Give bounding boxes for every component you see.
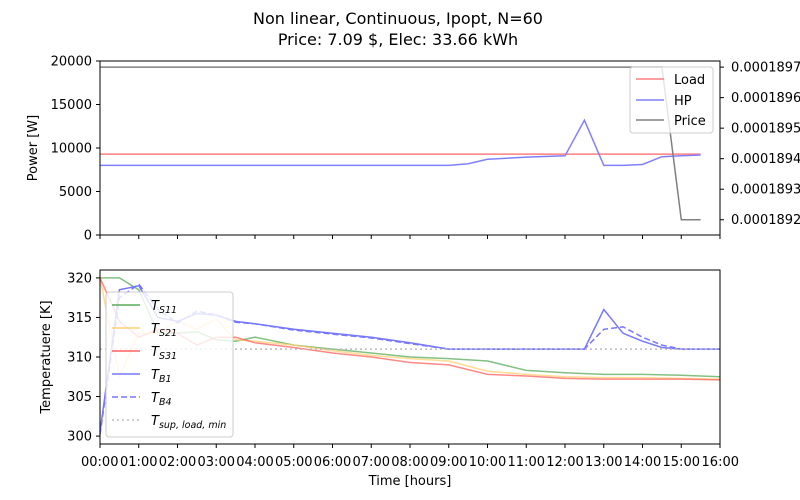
time-x-tick-label: 09:00: [430, 455, 467, 470]
power-y-tick-label: 20000: [51, 55, 92, 70]
time-x-tick-label: 10:00: [469, 455, 506, 470]
time-x-tick-label: 08:00: [391, 455, 428, 470]
temperature-panel: 300 305 310 315 320 00:00 01:00 02:00 03:00 04:0…: [39, 269, 739, 489]
legend-hp-label: HP: [674, 94, 692, 109]
temperature-y-tick-label: 315: [67, 311, 92, 326]
time-x-tick-label: 02:00: [159, 455, 196, 470]
legend-t-s11-label: TS11: [151, 299, 177, 316]
time-x-tick-label: 11:00: [508, 455, 545, 470]
time-x-tick-label: 07:00: [353, 455, 390, 470]
series-price-line: [100, 66, 701, 221]
time-x-tick-label: 15:00: [663, 455, 700, 470]
series-hp-line: [100, 118, 701, 167]
power-x-ticks: [99, 235, 721, 239]
figure-title-line-2: Price: 7.09 $, Elec: 33.66 kWh: [278, 30, 518, 49]
power-y-tick-label: 0: [84, 229, 92, 244]
legend-price-label: Price: [674, 114, 706, 129]
time-x-tick-label: 00:00: [81, 455, 118, 470]
series-t-b4-line: [99, 283, 720, 435]
time-x-tick-label: 04:00: [236, 455, 273, 470]
time-x-tick-label: 05:00: [275, 455, 312, 470]
temperature-y-tick-label: 300: [67, 430, 92, 445]
temperature-y-tick-label: 320: [67, 271, 92, 286]
power-legend: Load HP Price: [629, 66, 714, 134]
power-y-tick-label: 10000: [51, 142, 92, 157]
time-x-ticks: 00:00 01:00 02:00 03:00 04:00 05:00 06:00 07:00…: [81, 444, 739, 470]
price-y-tick-label: 0.0001892: [731, 213, 800, 228]
temperature-y-axis-label: Temperatuere [K]: [39, 300, 54, 414]
power-legend-box: [629, 66, 714, 134]
price-y-tick-label: 0.0001896: [731, 91, 800, 106]
legend-load-label: Load: [674, 73, 705, 88]
temperature-y-tick-label: 305: [67, 390, 92, 405]
power-y-ticks: 0 5000 10000 15000 20000: [51, 55, 100, 244]
time-x-axis-label: Time [hours]: [368, 474, 452, 489]
temperature-y-tick-label: 310: [67, 351, 92, 366]
time-x-tick-label: 03:00: [198, 455, 235, 470]
legend-t-s31-label: TS31: [151, 345, 177, 362]
legend-t-b4-label: TB4: [151, 391, 172, 408]
time-x-tick-label: 14:00: [624, 455, 661, 470]
figure-title-line-1: Non linear, Continuous, Ipopt, N=60: [253, 9, 543, 28]
power-y-tick-label: 5000: [59, 185, 92, 200]
time-x-tick-label: 13:00: [585, 455, 622, 470]
power-series-group: [100, 66, 701, 221]
time-x-tick-label: 12:00: [546, 455, 583, 470]
price-y-tick-label: 0.0001897: [731, 61, 800, 76]
power-y-tick-label: 15000: [51, 98, 92, 113]
price-y-ticks: 0.0001892 0.0001893 0.0001894 0.0001895 0.00…: [720, 61, 800, 228]
price-y-tick-label: 0.0001894: [731, 152, 800, 167]
legend-t-b1-label: TB1: [151, 368, 172, 385]
power-axes-frame: [99, 60, 721, 236]
price-y-tick-label: 0.0001895: [731, 122, 800, 137]
legend-t-sup-load-min-label: Tsup, load, min: [151, 414, 226, 431]
time-x-tick-label: 16:00: [702, 455, 739, 470]
legend-t-s21-label: TS21: [151, 322, 177, 339]
price-y-tick-label: 0.0001893: [731, 183, 800, 198]
power-y-axis-label: Power [W]: [26, 115, 41, 181]
time-x-tick-label: 01:00: [120, 455, 157, 470]
temperature-legend: TS11 TS21 TS31 TB1 TB4 Tsup, load, min: [105, 291, 234, 438]
temperature-y-ticks: 300 305 310 315 320: [67, 271, 100, 445]
time-x-tick-label: 06:00: [314, 455, 351, 470]
